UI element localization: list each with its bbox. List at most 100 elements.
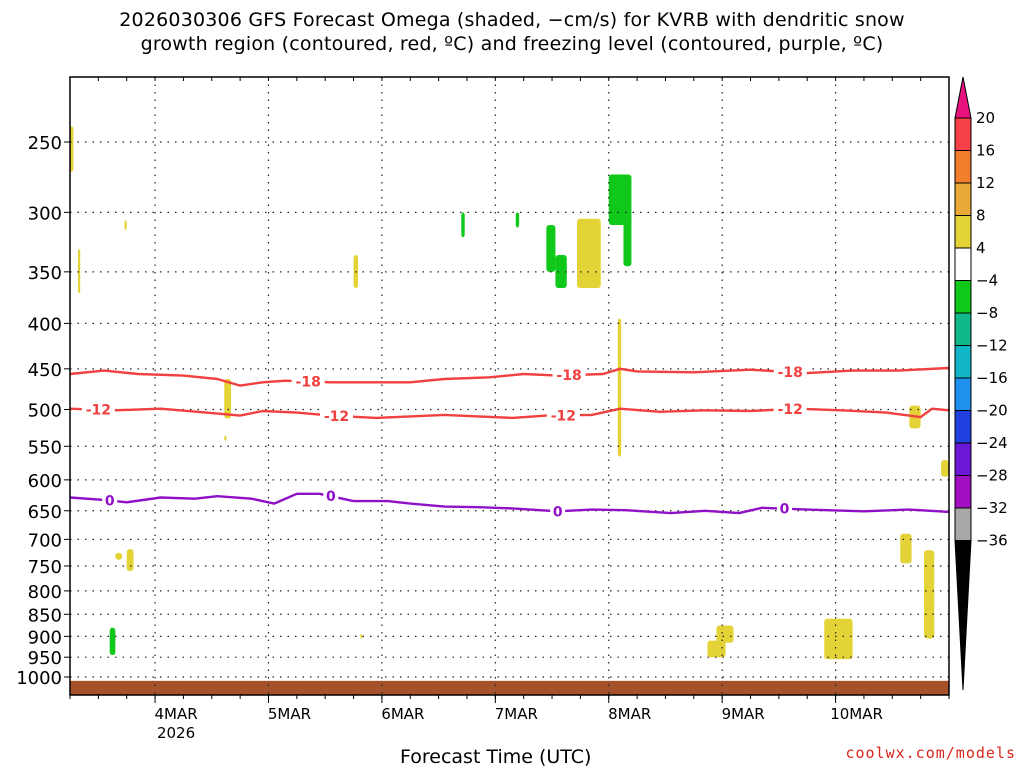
- omega-region: [824, 618, 853, 660]
- chart-title: 2026030306 GFS Forecast Omega (shaded, −…: [119, 9, 905, 55]
- colorbar-swatch: [954, 312, 972, 346]
- y-tick-label: 500: [28, 401, 62, 422]
- colorbar-label: 8: [976, 207, 986, 225]
- contour-line: [69, 492, 950, 515]
- contour-label: 0: [780, 502, 790, 518]
- colorbar-label: −28: [976, 467, 1008, 485]
- colorbar-label: −4: [976, 272, 998, 290]
- colorbar-swatch: [954, 150, 972, 184]
- omega-region: [617, 318, 622, 457]
- colorbar-swatch: [954, 280, 972, 314]
- colorbar-swatch: [954, 442, 972, 476]
- omega-region: [360, 634, 363, 639]
- y-tick-label: 300: [28, 203, 62, 224]
- omega-region: [707, 640, 726, 658]
- colorbar-label: 12: [976, 174, 995, 192]
- colorbar-top-arrow: [954, 76, 972, 119]
- contour-line: [69, 366, 950, 387]
- contour-label-bg: [320, 407, 354, 424]
- y-tick-label: 650: [28, 502, 62, 523]
- y-tick-label: 750: [28, 557, 62, 578]
- contours: -18 -18 -18 -12 -12 -12 -12 0 0 0 0: [69, 364, 950, 520]
- contour-label: 0: [553, 504, 563, 520]
- omega-region: [126, 549, 134, 572]
- contour-label: 0: [326, 489, 336, 505]
- contour-label-bg: [81, 401, 115, 418]
- contour-label-bg: [102, 492, 118, 509]
- omega-region: [124, 220, 127, 230]
- grid: 2503003504004505005506006507007508008509…: [16, 77, 950, 742]
- omega-region: [461, 212, 465, 238]
- colorbar-label: −32: [976, 499, 1008, 517]
- y-tick-label: 850: [28, 605, 62, 626]
- colorbar-swatch: [954, 247, 972, 281]
- credit-text[interactable]: coolwx.com/models: [845, 744, 1016, 762]
- omega-region: [109, 627, 116, 656]
- omega-region: [77, 249, 81, 294]
- contour-label: -18: [778, 365, 803, 381]
- contour-label: -18: [556, 368, 581, 384]
- plot-area: [70, 77, 949, 695]
- contour-label-bg: [777, 500, 793, 517]
- omega-region: [623, 212, 632, 267]
- contour-label: -12: [324, 409, 349, 425]
- y-tick-label: 550: [28, 437, 62, 458]
- x-axis-label: Forecast Time (UTC): [400, 746, 592, 768]
- contour-line: [69, 407, 950, 420]
- colorbar-swatch: [954, 182, 972, 216]
- omega-region: [115, 552, 123, 560]
- contour-label-bg: [550, 503, 566, 520]
- omega-region: [224, 378, 232, 419]
- colorbar-label: 4: [976, 239, 986, 257]
- x-tick-sublabel: 2026: [157, 724, 195, 742]
- omega-region: [515, 212, 520, 228]
- y-tick-label: 1000: [16, 668, 62, 689]
- contour-label-bg: [291, 373, 325, 390]
- colorbar-swatch: [954, 117, 972, 151]
- colorbar-label: 20: [976, 109, 995, 127]
- x-tick-label: 9MAR: [722, 705, 765, 723]
- contour-label: -18: [296, 374, 321, 390]
- x-tick-label: 5MAR: [268, 705, 311, 723]
- omega-region: [546, 225, 556, 272]
- plot-frame: [69, 76, 950, 696]
- colorbar-label: −20: [976, 402, 1008, 420]
- y-tick-label: 900: [28, 627, 62, 648]
- x-tick-label: 8MAR: [608, 705, 651, 723]
- colorbar-label: −16: [976, 369, 1008, 387]
- y-tick-label: 600: [28, 471, 62, 492]
- x-tick-label: 6MAR: [381, 705, 424, 723]
- contour-label: -12: [551, 408, 576, 424]
- omega-region: [716, 625, 734, 643]
- omega-region: [576, 218, 601, 289]
- colorbar-label: −8: [976, 304, 998, 322]
- colorbar-swatch: [954, 345, 972, 379]
- omega-region: [70, 126, 74, 172]
- y-tick-label: 450: [28, 360, 62, 381]
- y-tick-label: 800: [28, 582, 62, 603]
- contour-label-bg: [546, 407, 580, 424]
- omega-region: [941, 460, 949, 477]
- colorbar-label: 16: [976, 142, 995, 160]
- x-tick-label: 10MAR: [830, 705, 883, 723]
- y-tick-label: 350: [28, 263, 62, 284]
- omega-region: [900, 533, 912, 564]
- omega-region: [555, 254, 567, 289]
- omega-region: [224, 435, 227, 441]
- omega-region: [924, 550, 935, 639]
- contour-label: -12: [778, 402, 803, 418]
- colorbar-label: −36: [976, 532, 1008, 550]
- contour-label-bg: [773, 364, 807, 381]
- colorbar-label: −12: [976, 337, 1008, 355]
- contour-label-bg: [552, 367, 586, 384]
- contour-label-bg: [323, 488, 339, 505]
- y-tick-label: 400: [28, 314, 62, 335]
- colorbar-label: −24: [976, 434, 1008, 452]
- below-ground-band: [70, 680, 949, 695]
- y-tick-label: 250: [28, 133, 62, 154]
- contour-label: 0: [105, 494, 115, 510]
- y-tick-label: 950: [28, 648, 62, 669]
- y-tick-label: 700: [28, 530, 62, 551]
- contour-label-bg: [773, 401, 807, 418]
